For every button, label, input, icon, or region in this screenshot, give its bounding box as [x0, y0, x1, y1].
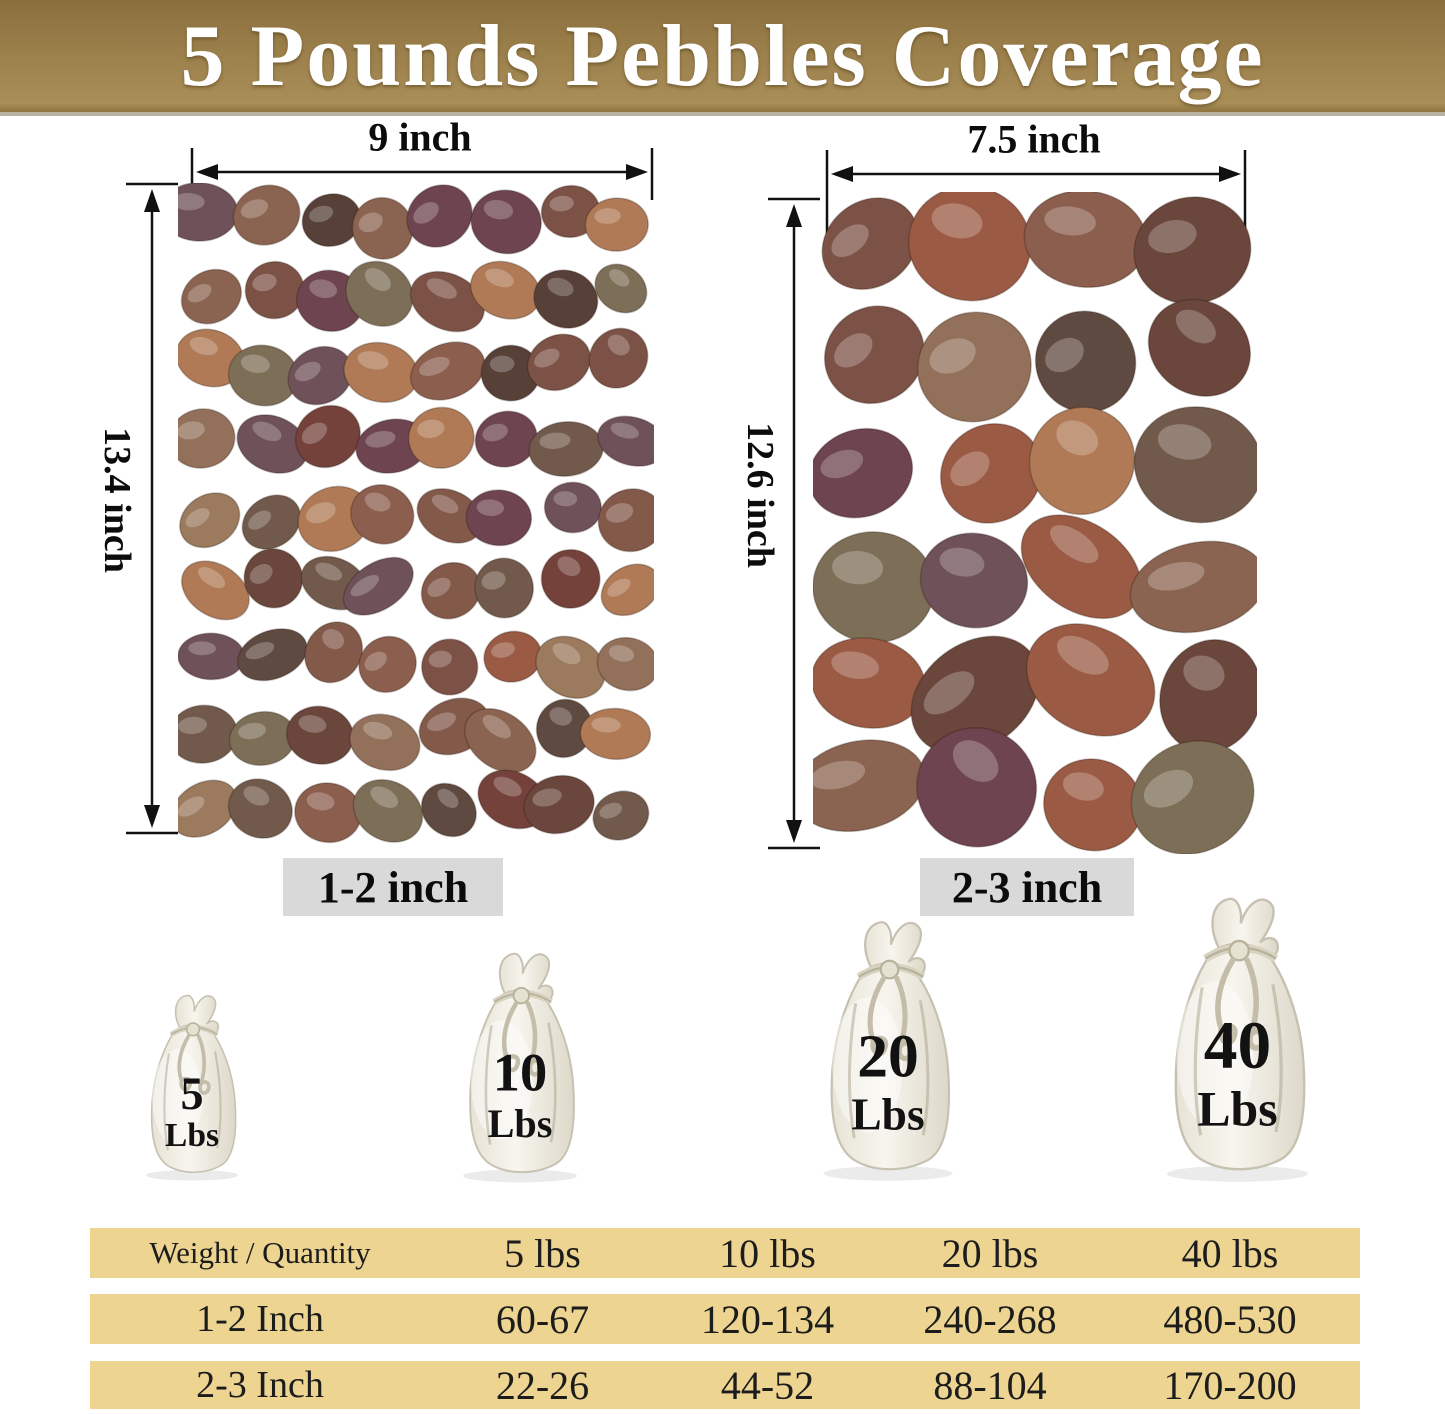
table-value: 22-26 [495, 1362, 590, 1408]
left-pile-size-text: 1-2 inch [317, 862, 469, 912]
bag-5lbs: 5 Lbs [129, 988, 255, 1183]
table-value: 170-200 [1163, 1362, 1297, 1408]
right-pile-size-text: 2-3 inch [951, 862, 1103, 912]
coverage-table: Weight / Quantity 5 lbs 10 lbs 20 lbs 40… [90, 1228, 1360, 1409]
left-pile-width-label: 9 inch [368, 114, 472, 160]
table-col-20lbs: 20 lbs [941, 1230, 1039, 1276]
bag-5lbs-number: 5 [180, 1068, 203, 1119]
table-col-40lbs: 40 lbs [1181, 1230, 1279, 1276]
pebble-photo-right [813, 192, 1257, 854]
bag-40lbs: 40 Lbs [1141, 888, 1334, 1185]
bag-5lbs-unit: Lbs [165, 1117, 219, 1154]
bag-40lbs-unit: Lbs [1197, 1082, 1277, 1137]
pebble-photo-left [178, 183, 654, 844]
table-corner-header: Weight / Quantity [149, 1235, 371, 1270]
row-label: 1-2 Inch [196, 1298, 324, 1340]
bag-40lbs-number: 40 [1204, 1008, 1271, 1083]
table-value: 60-67 [495, 1296, 590, 1342]
table-col-10lbs: 10 lbs [719, 1230, 816, 1276]
table-value: 120-134 [700, 1296, 835, 1342]
row-label: 2-3 Inch [196, 1364, 324, 1406]
left-pile-size-tag: 1-2 inch [283, 858, 503, 916]
bag-10lbs-number: 10 [493, 1041, 547, 1102]
bag-10lbs: 10 Lbs [442, 945, 598, 1185]
table-row-1-2-inch: 1-2 Inch 60-67 120-134 240-268 480-530 [90, 1294, 1360, 1344]
bag-20lbs-number: 20 [857, 1023, 919, 1091]
bag-20lbs: 20 Lbs [800, 912, 976, 1184]
table-col-5lbs: 5 lbs [504, 1230, 581, 1276]
bag-10lbs-unit: Lbs [488, 1101, 553, 1146]
title-banner: 5 Pounds Pebbles Coverage [0, 0, 1445, 116]
left-pile-height-label: 13.4 inch [96, 427, 138, 573]
table-value: 88-104 [933, 1362, 1047, 1408]
right-pile-height-label: 12.6 inch [739, 422, 781, 568]
table-row-2-3-inch: 2-3 Inch 22-26 44-52 88-104 170-200 [90, 1361, 1360, 1409]
table-value: 480-530 [1163, 1296, 1297, 1342]
page-title: 5 Pounds Pebbles Coverage [180, 7, 1265, 105]
table-value: 44-52 [720, 1362, 815, 1408]
table-header-row: Weight / Quantity 5 lbs 10 lbs 20 lbs 40… [90, 1228, 1360, 1278]
right-pile-size-tag: 2-3 inch [920, 858, 1134, 916]
right-pile-width-label: 7.5 inch [967, 116, 1101, 162]
bag-20lbs-unit: Lbs [851, 1088, 924, 1139]
table-value: 240-268 [923, 1296, 1057, 1342]
